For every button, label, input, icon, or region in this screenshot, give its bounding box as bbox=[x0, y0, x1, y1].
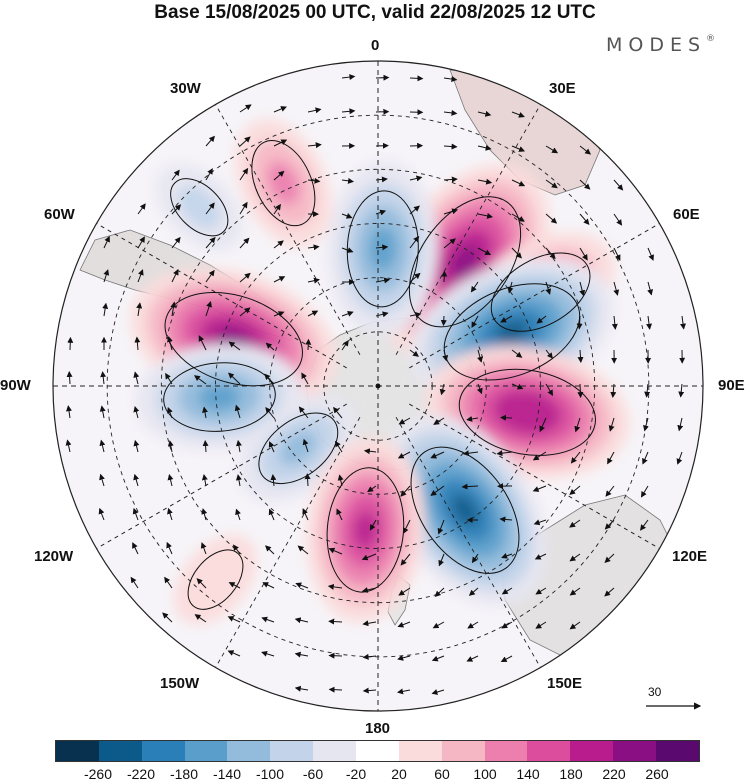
polar-map bbox=[0, 0, 750, 740]
colorbar-tick-11: 180 bbox=[559, 766, 582, 782]
label-150e: 150E bbox=[547, 675, 582, 692]
label-90e: 90E bbox=[718, 377, 745, 394]
label-180: 180 bbox=[365, 720, 390, 737]
colorbar-swatch-6 bbox=[313, 741, 356, 761]
colorbar-ticks: -260 -220 -180 -140 -100 -60 -20 20 60 100 140 180 2… bbox=[0, 766, 750, 784]
colorbar-tick-4: -100 bbox=[256, 766, 284, 782]
colorbar-swatch-11 bbox=[527, 741, 570, 761]
label-30e: 30E bbox=[549, 80, 576, 97]
label-120w: 120W bbox=[34, 548, 73, 565]
colorbar-swatch-12 bbox=[570, 741, 613, 761]
colorbar-tick-5: -60 bbox=[303, 766, 323, 782]
colorbar-swatch-1 bbox=[99, 741, 142, 761]
south-pole-marker bbox=[376, 384, 381, 389]
colorbar-swatch-7 bbox=[356, 741, 399, 761]
label-90w: 90W bbox=[0, 377, 31, 394]
label-30w: 30W bbox=[170, 80, 201, 97]
wind-arrow-123 bbox=[330, 689, 342, 690]
label-0: 0 bbox=[371, 37, 379, 54]
colorbar-tick-9: 100 bbox=[473, 766, 496, 782]
wind-arrow-95 bbox=[308, 340, 309, 350]
label-60w: 60W bbox=[44, 206, 75, 223]
colorbar-swatch-5 bbox=[270, 741, 313, 761]
colorbar-tick-3: -140 bbox=[213, 766, 241, 782]
colorbar-swatch-10 bbox=[485, 741, 528, 761]
colorbar-tick-0: -260 bbox=[84, 766, 112, 782]
label-150w: 150W bbox=[160, 675, 199, 692]
colorbar-swatch-14 bbox=[656, 741, 699, 761]
colorbar-tick-10: 140 bbox=[516, 766, 539, 782]
colorbar-swatch-8 bbox=[399, 741, 442, 761]
colorbar-tick-12: 220 bbox=[602, 766, 625, 782]
colorbar-tick-7: 20 bbox=[391, 766, 407, 782]
colorbar-tick-1: -220 bbox=[127, 766, 155, 782]
colorbar-swatch-0 bbox=[56, 741, 99, 761]
wind-arrow-122 bbox=[329, 655, 342, 656]
colorbar-swatch-3 bbox=[185, 741, 228, 761]
label-60e: 60E bbox=[673, 206, 700, 223]
colorbar-tick-6: -20 bbox=[346, 766, 366, 782]
colorbar-tick-13: 260 bbox=[645, 766, 668, 782]
colorbar-swatch-13 bbox=[613, 741, 656, 761]
wind-arrow-140 bbox=[410, 78, 422, 79]
colorbar-swatch-9 bbox=[442, 741, 485, 761]
reference-vector-label: 30 bbox=[648, 685, 661, 699]
colorbar-tick-8: 60 bbox=[434, 766, 450, 782]
wind-arrow-231 bbox=[579, 316, 580, 329]
colorbar-swatch-4 bbox=[227, 741, 270, 761]
colorbar-swatch-2 bbox=[142, 741, 185, 761]
wind-arrow-233 bbox=[580, 384, 581, 397]
colorbar-tick-2: -180 bbox=[170, 766, 198, 782]
label-120e: 120E bbox=[672, 548, 707, 565]
colorbar bbox=[55, 740, 700, 762]
